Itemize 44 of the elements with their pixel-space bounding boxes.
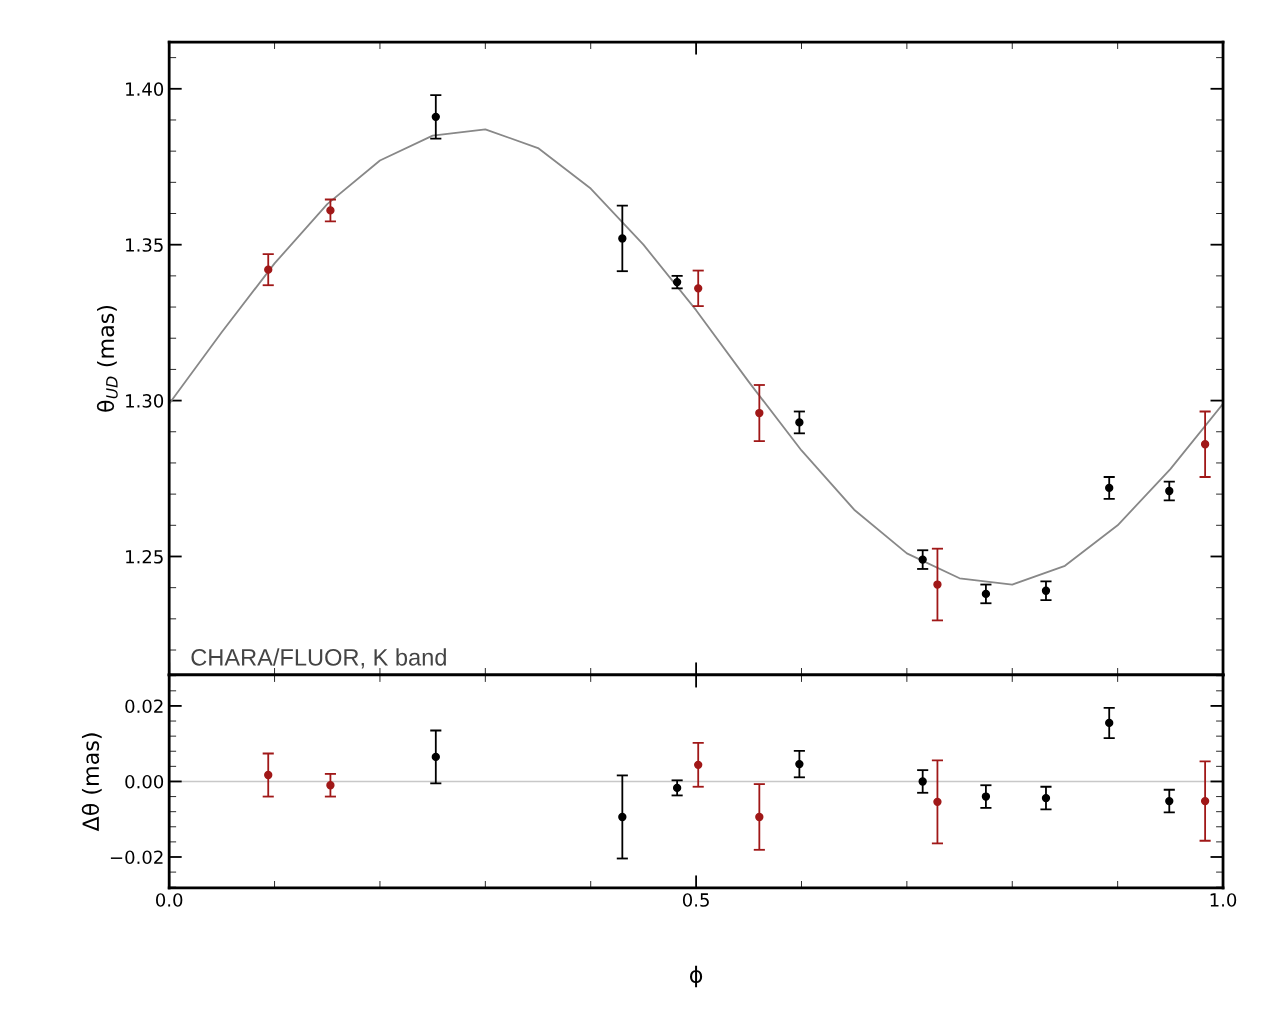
point (1105, 718, 1114, 728)
point (326, 206, 335, 215)
x-axis-title: ϕ (689, 965, 703, 988)
point (1200, 440, 1210, 449)
y-axis-title: θ$_{UD}$ (mas) (96, 305, 118, 412)
point (918, 777, 927, 786)
y-tick-label: 0.00 (125, 774, 164, 789)
point (1041, 793, 1051, 803)
point (795, 759, 804, 769)
point (933, 797, 942, 807)
annotation: CHARA/FLUOR, K band (191, 648, 446, 669)
x-tick-label: 0.5 (682, 893, 709, 907)
y-tick-label: 1.25 (126, 549, 163, 564)
y-axis-title: Δθ (mas) (81, 733, 102, 832)
point (618, 234, 627, 243)
point (694, 284, 703, 293)
point (618, 812, 627, 822)
y-tick-label: 0.02 (125, 699, 163, 714)
point (755, 408, 764, 418)
point (326, 781, 335, 790)
point (795, 418, 804, 427)
y-tick-label: 1.35 (126, 238, 163, 252)
point (1165, 486, 1174, 496)
point (431, 752, 440, 762)
point (431, 112, 440, 122)
y-tick-label: 1.30 (126, 394, 164, 408)
y-tick-label: −0.02 (110, 850, 163, 865)
line-series (169, 128, 1224, 586)
point (918, 555, 927, 564)
point (264, 770, 273, 780)
point (1105, 483, 1114, 493)
point (981, 792, 991, 801)
point (933, 580, 942, 589)
point (694, 760, 703, 770)
x-tick-label: 1.0 (1210, 893, 1237, 907)
point (981, 589, 991, 599)
x-tick-label: 0.0 (156, 893, 183, 907)
point (1165, 796, 1174, 806)
y-tick-label: 1.40 (126, 82, 164, 96)
point (1200, 796, 1210, 806)
point (755, 812, 764, 822)
point (264, 265, 273, 274)
point (672, 783, 682, 793)
point (1041, 586, 1051, 595)
